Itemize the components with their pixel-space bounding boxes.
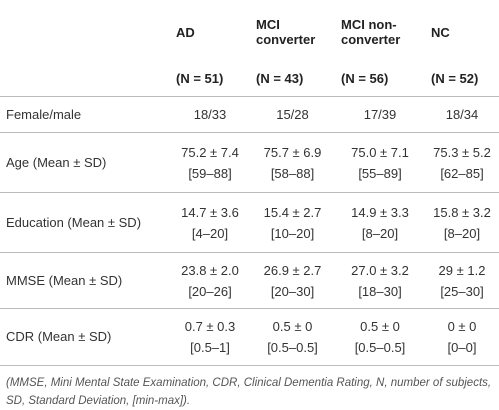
- cell-line: 15.4 ± 2.7: [263, 204, 322, 220]
- column-header: MCI non-converter: [341, 17, 401, 47]
- cell-line: [58–88]: [270, 165, 315, 181]
- row-label: Age (Mean ± SD): [0, 132, 170, 193]
- cell-line: [25–30]: [440, 283, 484, 299]
- cell-line: 75.3 ± 5.2: [433, 144, 491, 160]
- table-cell: 15.4 ± 2.7 [10–20]: [250, 192, 335, 253]
- count-header: (N = 56): [335, 60, 425, 97]
- cell-line: [18–30]: [358, 283, 402, 299]
- cell-line: [20–30]: [270, 283, 315, 299]
- cell-line: 18/34: [445, 107, 479, 122]
- cell-line: [10–20]: [270, 225, 315, 241]
- header-row: AD MCI converter MCI non-converter NC: [0, 0, 499, 60]
- table-cell: 0.5 ± 0 [0.5–0.5]: [335, 308, 425, 365]
- cell-line: [55–89]: [358, 165, 402, 181]
- cell-line: 23.8 ± 2.0: [181, 262, 239, 278]
- cell-line: 0.5 ± 0: [360, 318, 400, 334]
- table-cell: 0.7 ± 0.3 [0.5–1]: [170, 308, 250, 365]
- table-cell: 75.0 ± 7.1 [55–89]: [335, 132, 425, 193]
- count-header: (N = 52): [425, 60, 499, 97]
- table-cell: 15/28: [250, 96, 335, 133]
- cell-line: [0–0]: [447, 339, 477, 355]
- cell-line: 15.8 ± 3.2: [433, 204, 491, 220]
- cell-line: 0.5 ± 0: [272, 318, 313, 334]
- table-cell: 17/39: [335, 96, 425, 133]
- column-header: MCI converter: [256, 17, 316, 47]
- row-label: Female/male: [0, 96, 170, 133]
- cell-line: 0.7 ± 0.3: [184, 318, 236, 334]
- table-cell: 75.2 ± 7.4 [59–88]: [170, 132, 250, 193]
- table-cell: 26.9 ± 2.7 [20–30]: [250, 252, 335, 309]
- data-table: AD MCI converter MCI non-converter NC (N = 5…: [0, 0, 499, 365]
- column-header: NC: [431, 24, 450, 40]
- table-cell: 23.8 ± 2.0 [20–26]: [170, 252, 250, 309]
- column-header: AD: [176, 24, 195, 40]
- table-row: Education (Mean ± SD) 14.7 ± 3.6 [4–20] 15.…: [0, 192, 499, 253]
- table-cell: 75.7 ± 6.9 [58–88]: [250, 132, 335, 193]
- table-row: Age (Mean ± SD) 75.2 ± 7.4 [59–88] 75.7 ± 6…: [0, 132, 499, 193]
- cell-line: 75.2 ± 7.4: [181, 144, 239, 160]
- row-label: MMSE (Mean ± SD): [0, 252, 170, 309]
- table-row: MMSE (Mean ± SD) 23.8 ± 2.0 [20–26] 26.9 ± …: [0, 252, 499, 309]
- cell-line: 29 ± 1.2: [438, 262, 486, 278]
- table-cell: 0.5 ± 0 [0.5–0.5]: [250, 308, 335, 365]
- corner-cell: [0, 0, 170, 60]
- table-cell: 29 ± 1.2 [25–30]: [425, 252, 499, 309]
- cell-line: 0 ± 0: [447, 318, 477, 334]
- cell-line: [8–20]: [443, 225, 481, 241]
- table-row: CDR (Mean ± SD) 0.7 ± 0.3 [0.5–1] 0.5 ± 0 [0…: [0, 308, 499, 365]
- row-label: Education (Mean ± SD): [0, 192, 170, 253]
- count-row: (N = 51) (N = 43) (N = 56) (N = 52): [0, 60, 499, 97]
- cell-line: [4–20]: [191, 225, 229, 241]
- cell-line: [0.5–1]: [190, 339, 230, 355]
- cell-line: 27.0 ± 3.2: [351, 262, 409, 278]
- cell-line: [59–88]: [188, 165, 232, 181]
- corner-cell: [0, 60, 170, 97]
- cell-line: 17/39: [363, 107, 397, 122]
- table-cell: 0 ± 0 [0–0]: [425, 308, 499, 365]
- table-cell: 18/33: [170, 96, 250, 133]
- cell-line: [20–26]: [188, 283, 232, 299]
- table-cell: 75.3 ± 5.2 [62–85]: [425, 132, 499, 193]
- table-cell: 15.8 ± 3.2 [8–20]: [425, 192, 499, 253]
- row-label: CDR (Mean ± SD): [0, 308, 170, 365]
- cell-line: 14.9 ± 3.3: [351, 204, 409, 220]
- count-header: (N = 51): [170, 60, 250, 97]
- table-cell: 14.9 ± 3.3 [8–20]: [335, 192, 425, 253]
- cell-line: 75.7 ± 6.9: [263, 144, 322, 160]
- cell-line: 75.0 ± 7.1: [351, 144, 409, 160]
- cell-line: 15/28: [276, 107, 309, 122]
- count-header: (N = 43): [250, 60, 335, 97]
- cell-line: 18/33: [193, 107, 227, 122]
- cell-line: [0.5–0.5]: [354, 339, 406, 355]
- cell-line: [8–20]: [361, 225, 399, 241]
- cell-line: [62–85]: [440, 165, 484, 181]
- cell-line: 14.7 ± 3.6: [181, 204, 239, 220]
- table-row: Female/male 18/33 15/28 17/39 18/34: [0, 96, 499, 133]
- table-cell: 18/34: [425, 96, 499, 133]
- table-cell: 27.0 ± 3.2 [18–30]: [335, 252, 425, 309]
- footnote: (MMSE, Mini Mental State Examination, CD…: [0, 364, 499, 410]
- table-cell: 14.7 ± 3.6 [4–20]: [170, 192, 250, 253]
- cell-line: [0.5–0.5]: [267, 339, 318, 355]
- cell-line: 26.9 ± 2.7: [263, 262, 322, 278]
